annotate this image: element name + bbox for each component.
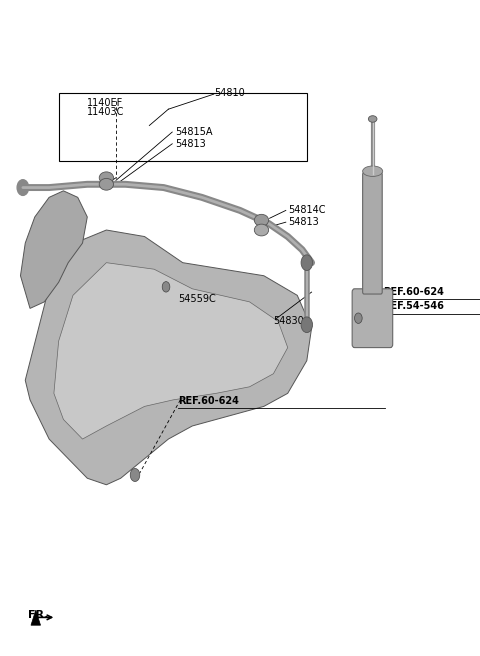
Text: 54559C: 54559C (178, 294, 216, 304)
Ellipse shape (99, 178, 114, 190)
Text: 54814C: 54814C (288, 205, 325, 215)
Ellipse shape (254, 224, 269, 236)
Text: 11403C: 11403C (87, 108, 125, 117)
Ellipse shape (363, 166, 383, 176)
Bar (59, 93, 307, 161)
FancyBboxPatch shape (352, 289, 393, 348)
Ellipse shape (99, 172, 114, 184)
Text: REF.60-624: REF.60-624 (178, 396, 239, 406)
Text: FR.: FR. (28, 611, 48, 621)
Ellipse shape (368, 115, 377, 122)
Text: REF.60-624: REF.60-624 (383, 287, 444, 297)
Circle shape (130, 468, 140, 482)
Polygon shape (25, 230, 312, 485)
Text: 54813: 54813 (288, 217, 318, 227)
Text: REF.54-546: REF.54-546 (383, 302, 444, 312)
Text: 54813: 54813 (176, 139, 206, 149)
Circle shape (162, 281, 170, 292)
Text: 54810: 54810 (214, 88, 244, 98)
Polygon shape (21, 191, 87, 308)
Polygon shape (31, 610, 40, 625)
Text: 54815A: 54815A (176, 127, 213, 137)
FancyBboxPatch shape (363, 173, 382, 294)
Circle shape (355, 313, 362, 323)
Text: 54830A: 54830A (274, 316, 311, 327)
Ellipse shape (254, 215, 269, 226)
Circle shape (17, 180, 29, 195)
Circle shape (301, 255, 312, 270)
Text: 1140EF: 1140EF (87, 98, 123, 108)
Polygon shape (54, 262, 288, 439)
Circle shape (301, 317, 312, 333)
